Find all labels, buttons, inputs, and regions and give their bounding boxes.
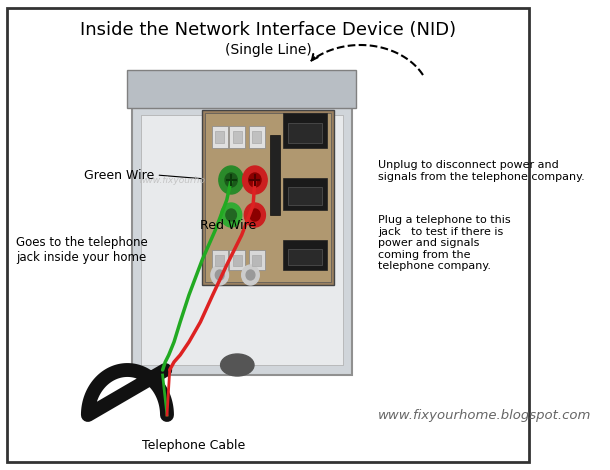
Text: Green Wire: Green Wire xyxy=(84,169,154,181)
Bar xyxy=(202,110,334,285)
Bar xyxy=(212,126,228,148)
Circle shape xyxy=(242,265,259,285)
Circle shape xyxy=(246,270,255,280)
Bar xyxy=(253,255,261,266)
Bar xyxy=(253,131,261,143)
Circle shape xyxy=(211,265,229,285)
Circle shape xyxy=(215,270,224,280)
Text: Inside the Network Interface Device (NID): Inside the Network Interface Device (NID… xyxy=(80,21,456,39)
Bar xyxy=(229,250,245,270)
Ellipse shape xyxy=(221,354,254,376)
Bar xyxy=(229,126,245,148)
Circle shape xyxy=(243,166,267,194)
Circle shape xyxy=(221,203,242,227)
Circle shape xyxy=(225,173,237,187)
Bar xyxy=(132,80,351,375)
Bar xyxy=(283,178,327,210)
Text: (Single Line): (Single Line) xyxy=(224,43,312,57)
Text: www.fixyourhome.blogspot.com: www.fixyourhome.blogspot.com xyxy=(138,175,284,185)
Text: Telephone Cable: Telephone Cable xyxy=(142,439,245,452)
Circle shape xyxy=(245,203,265,227)
Text: Plug a telephone to this
jack   to test if there is
power and signals
coming fro: Plug a telephone to this jack to test if… xyxy=(378,215,511,271)
Bar xyxy=(289,187,321,205)
Bar xyxy=(141,115,343,365)
Bar xyxy=(127,70,356,108)
Bar xyxy=(212,250,228,270)
Text: Unplug to disconnect power and
signals from the telephone company.: Unplug to disconnect power and signals f… xyxy=(378,160,584,181)
Bar xyxy=(270,135,281,215)
Bar xyxy=(215,131,224,143)
Bar xyxy=(289,123,321,143)
Circle shape xyxy=(226,209,237,221)
Circle shape xyxy=(219,166,243,194)
Bar xyxy=(233,255,242,266)
Bar xyxy=(205,113,331,282)
Bar xyxy=(283,240,327,270)
Circle shape xyxy=(249,173,261,187)
Circle shape xyxy=(249,209,260,221)
Bar xyxy=(249,126,265,148)
Text: www.fixyourhome.blogspot.com: www.fixyourhome.blogspot.com xyxy=(378,408,591,422)
Text: Goes to the telephone
jack inside your home: Goes to the telephone jack inside your h… xyxy=(16,236,148,264)
Bar xyxy=(215,255,224,266)
Bar xyxy=(249,250,265,270)
Text: Red Wire: Red Wire xyxy=(201,219,257,232)
Bar xyxy=(283,113,327,148)
Bar xyxy=(233,131,242,143)
Bar xyxy=(289,249,321,265)
